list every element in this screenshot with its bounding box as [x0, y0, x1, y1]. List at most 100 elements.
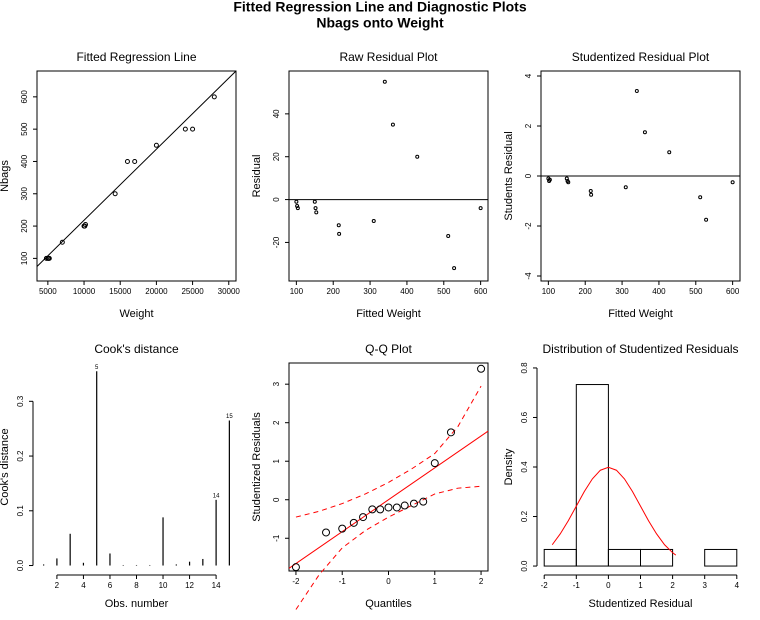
obs-label: 14: [213, 493, 220, 499]
y-tick-label: 0.6: [520, 411, 529, 423]
point: [211, 94, 217, 100]
x-tick-label: 4: [81, 581, 86, 590]
fit-line: [551, 466, 677, 556]
y-tick-label: 400: [20, 154, 29, 168]
x-axis-title: Studentized Residual: [589, 598, 693, 610]
obs-label: 5: [95, 365, 99, 371]
x-axis-title: Fitted Weight: [608, 308, 673, 320]
point: [313, 206, 318, 211]
panel-title: Studentized Residual Plot: [572, 50, 710, 64]
x-tick-label: 14: [212, 581, 221, 590]
point: [59, 239, 65, 245]
point: [322, 528, 331, 537]
x-tick-label: 12: [185, 581, 194, 590]
point: [371, 219, 376, 223]
panel-title: Cook's distance: [94, 342, 179, 356]
point: [409, 499, 418, 508]
x-tick-label: -2: [292, 577, 300, 586]
x-tick-label: 8: [134, 581, 139, 590]
x-axis-title: Quantiles: [365, 598, 412, 610]
panel-title: Q-Q Plot: [365, 342, 412, 356]
x-tick-label: -2: [541, 581, 549, 590]
point: [400, 501, 409, 510]
y-tick-label: 4: [524, 73, 533, 78]
point: [46, 255, 52, 261]
bar: [607, 548, 641, 567]
y-tick-label: 0.2: [520, 510, 529, 522]
y-tick-label: 0.3: [16, 395, 25, 407]
x-tick-label: 600: [726, 287, 740, 296]
y-tick-label: 2: [524, 123, 533, 128]
x-tick-label: 300: [363, 287, 377, 296]
y-tick-label: 0.0: [16, 559, 25, 571]
x-tick-label: 4: [735, 581, 740, 590]
point: [419, 497, 428, 506]
point: [112, 191, 118, 197]
x-tick-label: 5000: [39, 287, 57, 296]
point: [376, 505, 385, 514]
y-tick-label: 0.0: [520, 560, 529, 572]
x-tick-label: -1: [339, 577, 347, 586]
x-tick-label: 20000: [145, 287, 168, 296]
x-axis-title: Weight: [119, 308, 153, 320]
point: [415, 154, 420, 159]
x-tick-label: 500: [437, 287, 451, 296]
point: [337, 231, 342, 236]
point: [291, 563, 300, 572]
x-tick-label: 1: [433, 577, 438, 586]
point: [589, 192, 594, 197]
fit-line: [36, 70, 237, 267]
x-tick-label: 200: [579, 287, 593, 296]
point: [182, 126, 188, 132]
y-tick-label: 100: [20, 251, 29, 265]
x-tick-label: 400: [652, 287, 666, 296]
y-axis-title: Nbags: [0, 160, 11, 192]
point: [368, 505, 377, 514]
point: [698, 195, 703, 200]
y-axis-title: Residual: [251, 155, 263, 198]
plot-box: [288, 362, 489, 572]
point: [730, 180, 735, 185]
y-tick-label: 0.1: [16, 505, 25, 517]
y-tick-label: -2: [524, 222, 533, 230]
x-tick-label: 1: [638, 581, 643, 590]
y-axis-title: Cook's distance: [0, 428, 11, 505]
x-tick-label: 2: [479, 577, 484, 586]
x-tick-label: 100: [542, 287, 556, 296]
y-axis-title: Students Residual: [503, 131, 515, 220]
plot-box: [288, 70, 489, 282]
point: [124, 158, 130, 164]
y-tick-label: 0: [272, 497, 281, 502]
x-tick-label: 500: [689, 287, 703, 296]
point: [478, 206, 483, 211]
fit-line: [288, 430, 489, 569]
y-tick-label: 0.4: [520, 461, 529, 473]
x-axis-title: Fitted Weight: [356, 308, 421, 320]
point: [392, 503, 401, 512]
figure-subtitle: Nbags onto Weight: [316, 15, 444, 31]
point: [295, 206, 300, 211]
x-tick-label: 6: [108, 581, 113, 590]
figure-title: Fitted Regression Line and Diagnostic Pl…: [233, 0, 526, 15]
x-tick-label: 300: [615, 287, 629, 296]
point: [390, 122, 395, 127]
point: [294, 199, 299, 204]
point: [642, 130, 647, 135]
point: [314, 210, 319, 215]
x-tick-label: 2: [670, 581, 675, 590]
bar: [704, 548, 738, 567]
point: [446, 428, 455, 437]
x-axis-title: Obs. number: [105, 598, 169, 610]
y-axis-title: Studentized Residuals: [251, 412, 263, 522]
bar: [575, 384, 609, 567]
point: [132, 158, 138, 164]
point: [359, 513, 368, 522]
x-tick-label: 0: [606, 581, 611, 590]
point: [704, 217, 709, 222]
x-tick-label: 400: [400, 287, 414, 296]
panel-title: Raw Residual Plot: [339, 50, 438, 64]
point: [153, 142, 159, 148]
point: [312, 199, 317, 204]
envelope-line: [295, 385, 482, 518]
y-tick-label: 3: [272, 381, 281, 386]
